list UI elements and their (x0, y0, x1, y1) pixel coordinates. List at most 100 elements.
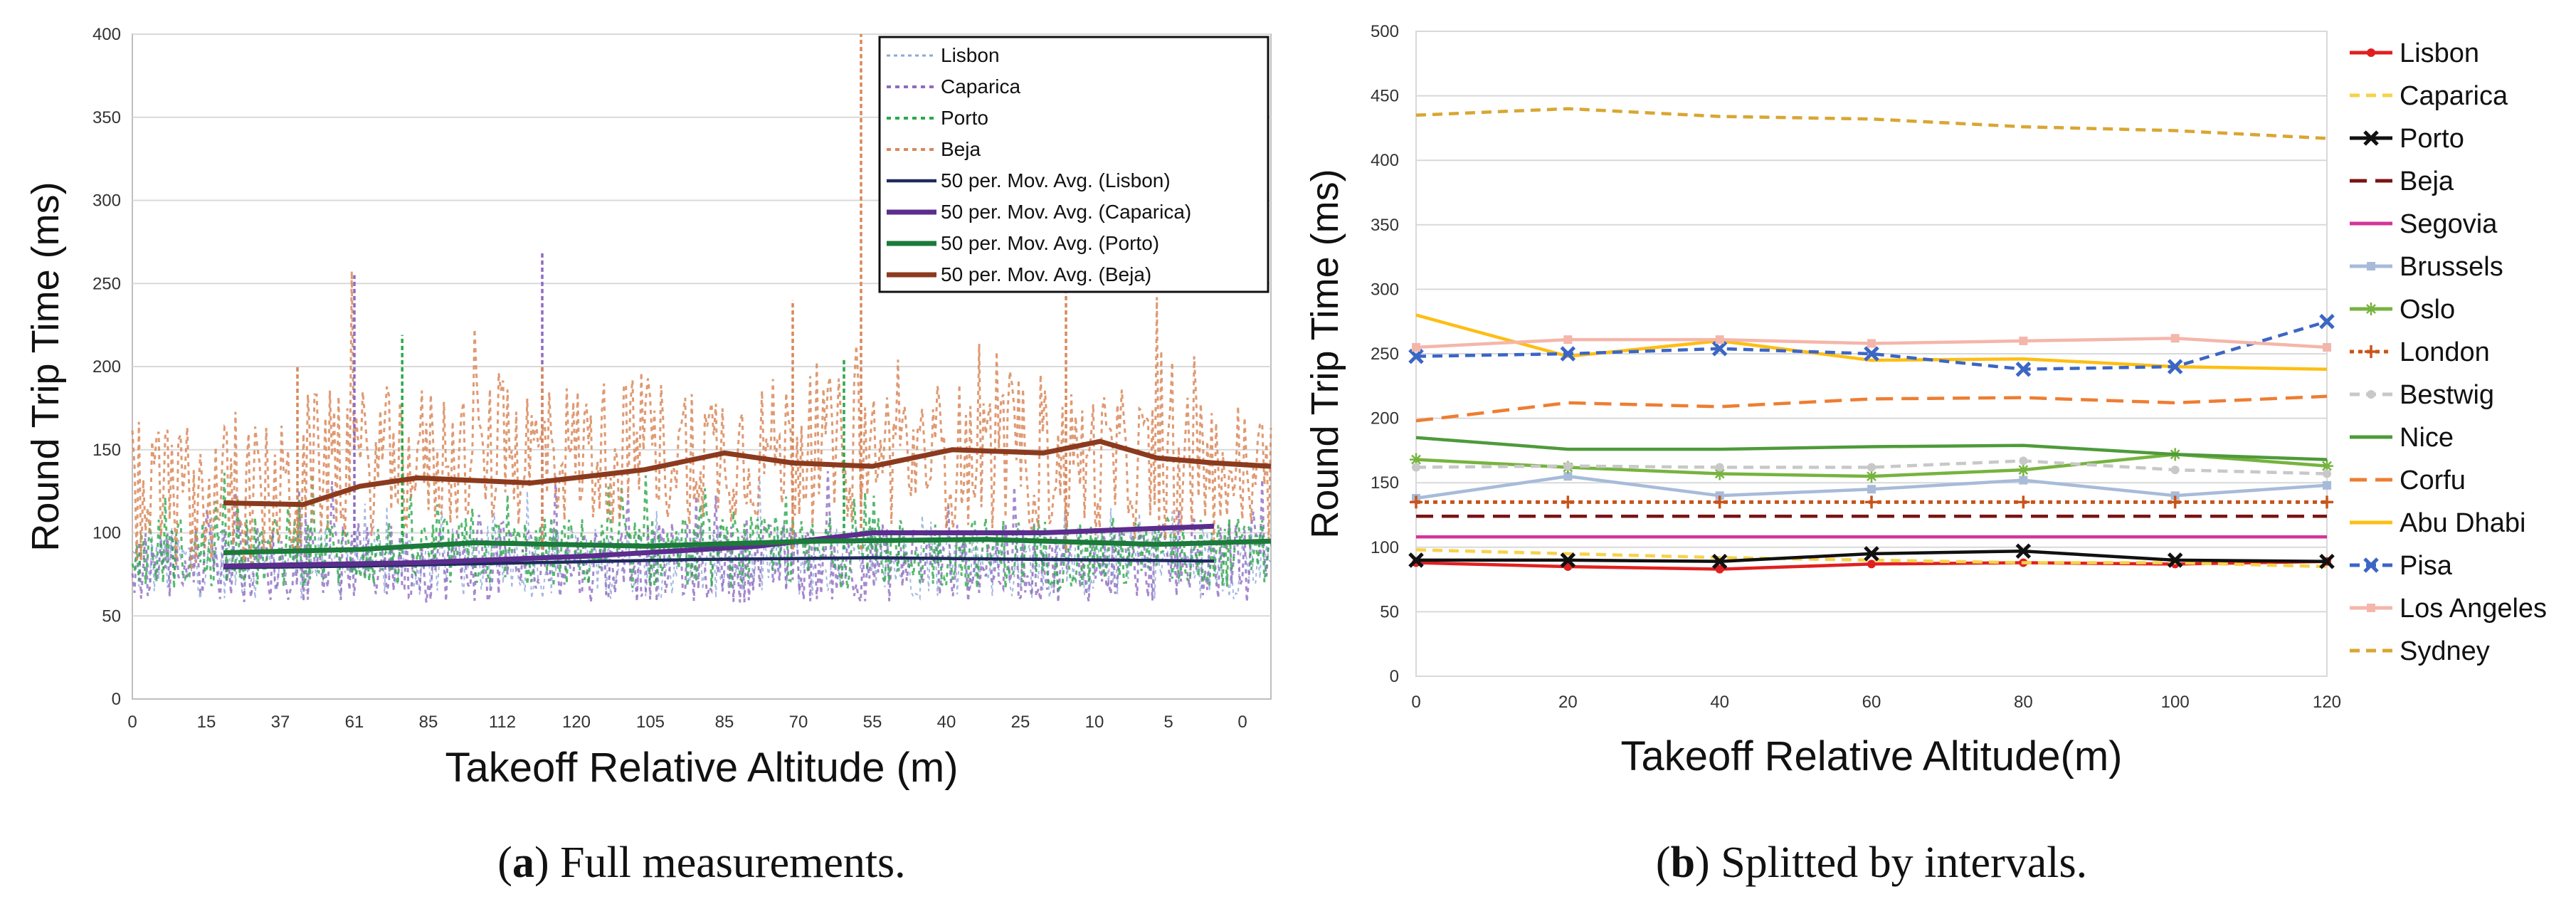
chart-b-x-tick-label: 0 (1411, 693, 1420, 712)
chart-a-x-tick-label: 112 (489, 713, 516, 732)
chart-b-line-caparica (1415, 548, 2328, 569)
chart-a-x-tick-label: 0 (1237, 713, 1247, 732)
chart-a-legend-label: 50 per. Mov. Avg. (Beja) (941, 263, 1151, 285)
chart-a-legend-item-50-per-mov-avg-lisbon: 50 per. Mov. Avg. (Lisbon) (887, 169, 1171, 191)
chart-a-x-tick-label: 120 (562, 713, 591, 732)
chart-a-x-tick-label: 61 (345, 713, 364, 732)
chart-b-point-bestwig (2323, 469, 2331, 478)
chart-a-legend-box (878, 36, 1269, 293)
chart-a-legend-item-50-per-mov-avg-caparica: 50 per. Mov. Avg. (Caparica) (887, 201, 1191, 223)
chart-b-point-bestwig (1715, 463, 1724, 472)
chart-a-legend-item-porto: Porto (887, 107, 988, 129)
chart-b-series-caparica (1415, 548, 2328, 569)
chart-b-point-brussels (1867, 485, 1876, 494)
chart-b-point-pisa (1864, 346, 1879, 362)
chart-b-point-los-angeles (2323, 342, 2331, 352)
chart-b: 0 50 100 150 200 250 300 350 400 450 500 0 20 40 60 80… (1304, 22, 2547, 887)
chart-b-y-tick-label: 250 (1371, 345, 1399, 364)
chart-a-legend: Lisbon Caparica Porto Beja 50 per. Mov. Avg.… (878, 36, 1269, 293)
chart-b-legend-marker (2363, 130, 2379, 146)
chart-a-x-tick-label: 105 (636, 713, 665, 732)
chart-a-legend-item-50-per-mov-avg-beja: 50 per. Mov. Avg. (Beja) (887, 263, 1151, 285)
chart-b-legend-marker (2367, 48, 2375, 57)
chart-a-x-tick-label: 10 (1085, 713, 1104, 732)
chart-b-point-pisa (1560, 346, 1576, 362)
chart-b-legend-item-caparica: Caparica (2350, 81, 2508, 111)
chart-b-y-axis-label: Round Trip Time (ms) (1304, 169, 1346, 538)
chart-a-y-ticks: 0 50 100 150 200 250 300 350 400 (93, 25, 121, 709)
chart-b-point-porto (2319, 553, 2335, 569)
chart-b-line-sydney (1415, 107, 2328, 140)
chart-b-legend-marker (2365, 303, 2377, 315)
chart-b-caption: (b) Splitted by intervals. (1656, 839, 2087, 887)
chart-a-legend-item-caparica: Caparica (887, 75, 1020, 98)
chart-a-caption: (a) Full measurements. (497, 839, 905, 887)
chart-b-series-porto (1408, 543, 2335, 569)
chart-b-legend-label: Beja (2400, 167, 2454, 196)
chart-b-y-tick-label: 100 (1371, 538, 1399, 557)
chart-a-legend-label: 50 per. Mov. Avg. (Lisbon) (941, 169, 1171, 191)
chart-b-point-brussels (2323, 480, 2331, 490)
chart-a-series (131, 34, 1272, 603)
chart-b-legend-item-porto: Porto (2350, 124, 2464, 154)
chart-b-x-tick-label: 80 (2014, 693, 2033, 712)
chart-b-series-bestwig (1412, 456, 2331, 478)
chart-b-point-los-angeles (1867, 339, 1876, 348)
chart-a-y-tick-label: 100 (93, 524, 121, 543)
chart-a-x-axis-label: Takeoff Relative Altitude (m) (445, 745, 958, 791)
chart-a-legend-label: Caparica (941, 75, 1020, 98)
chart-b-point-london (2321, 495, 2333, 509)
chart-b-point-los-angeles (2170, 334, 2180, 343)
chart-b-point-pisa (2319, 313, 2335, 330)
chart-b-point-porto (1560, 552, 1576, 568)
chart-b-legend-item-oslo: Oslo (2350, 295, 2455, 325)
chart-a-series-beja (131, 270, 1272, 571)
chart-b-series-sydney (1415, 107, 2328, 140)
chart-a-series-50-per-mov-avg-caparica (223, 523, 1215, 569)
chart-a-legend-label: Beja (941, 138, 981, 160)
chart-b-point-porto (1408, 552, 1424, 568)
chart-b-legend-item-segovia: Segovia (2350, 209, 2498, 239)
chart-a-y-tick-label: 400 (93, 25, 121, 44)
chart-b-x-tick-label: 120 (2313, 693, 2341, 712)
chart-a-series-porto (131, 473, 1272, 592)
chart-b-series (1408, 107, 2335, 574)
chart-a-y-tick-label: 150 (93, 441, 121, 460)
chart-a-legend-label: 50 per. Mov. Avg. (Caparica) (941, 201, 1191, 223)
chart-b-x-tick-label: 20 (1558, 693, 1578, 712)
chart-b-legend-label: Sydney (2400, 636, 2490, 666)
chart-b-series-nice (1415, 436, 2328, 461)
chart-b-y-tick-label: 300 (1371, 280, 1399, 299)
chart-a-caption-text: ) Full measurements. (534, 839, 906, 887)
chart-b-legend-label: Lisbon (2400, 38, 2479, 68)
chart-b-point-lisbon (1715, 564, 1724, 574)
chart-b-legend-item-bestwig: Bestwig (2350, 380, 2494, 410)
chart-a-legend-item-lisbon: Lisbon (887, 44, 1000, 66)
chart-b-point-london (2017, 495, 2030, 509)
chart-b-legend: Lisbon Caparica Porto Beja Segovia Brussels Os… (2350, 38, 2547, 666)
chart-a-x-tick-label: 15 (197, 713, 216, 732)
chart-b-legend-item-beja: Beja (2350, 167, 2454, 196)
chart-b-point-london (1713, 495, 1726, 509)
chart-a-x-tick-label: 37 (271, 713, 290, 732)
chart-b-legend-item-sydney: Sydney (2350, 636, 2490, 666)
chart-b-point-porto (2015, 543, 2032, 559)
chart-a-legend-item-50-per-mov-avg-porto: 50 per. Mov. Avg. (Porto) (887, 232, 1159, 254)
chart-b-series-london (1410, 495, 2333, 509)
chart-a-legend-label: Lisbon (941, 44, 1000, 66)
chart-b-legend-marker (2367, 390, 2375, 399)
chart-b-legend-marker (2365, 345, 2377, 358)
chart-b-legend-item-london: London (2350, 337, 2490, 367)
chart-b-point-los-angeles (1563, 335, 1573, 345)
chart-b-point-los-angeles (1412, 342, 1420, 352)
chart-b-point-pisa (1408, 348, 1424, 364)
chart-b-legend-label: Corfu (2400, 466, 2466, 495)
chart-b-point-porto (2167, 552, 2183, 568)
chart-b-x-axis-label: Takeoff Relative Altitude(m) (1621, 733, 2123, 779)
chart-b-point-pisa (1711, 340, 1728, 357)
chart-b-point-oslo (2017, 463, 2030, 477)
chart-b-legend-item-nice: Nice (2350, 423, 2454, 453)
chart-a-caption-prefix: a (512, 839, 534, 887)
chart-b-y-ticks: 0 50 100 150 200 250 300 350 400 450 500 (1371, 22, 1399, 686)
